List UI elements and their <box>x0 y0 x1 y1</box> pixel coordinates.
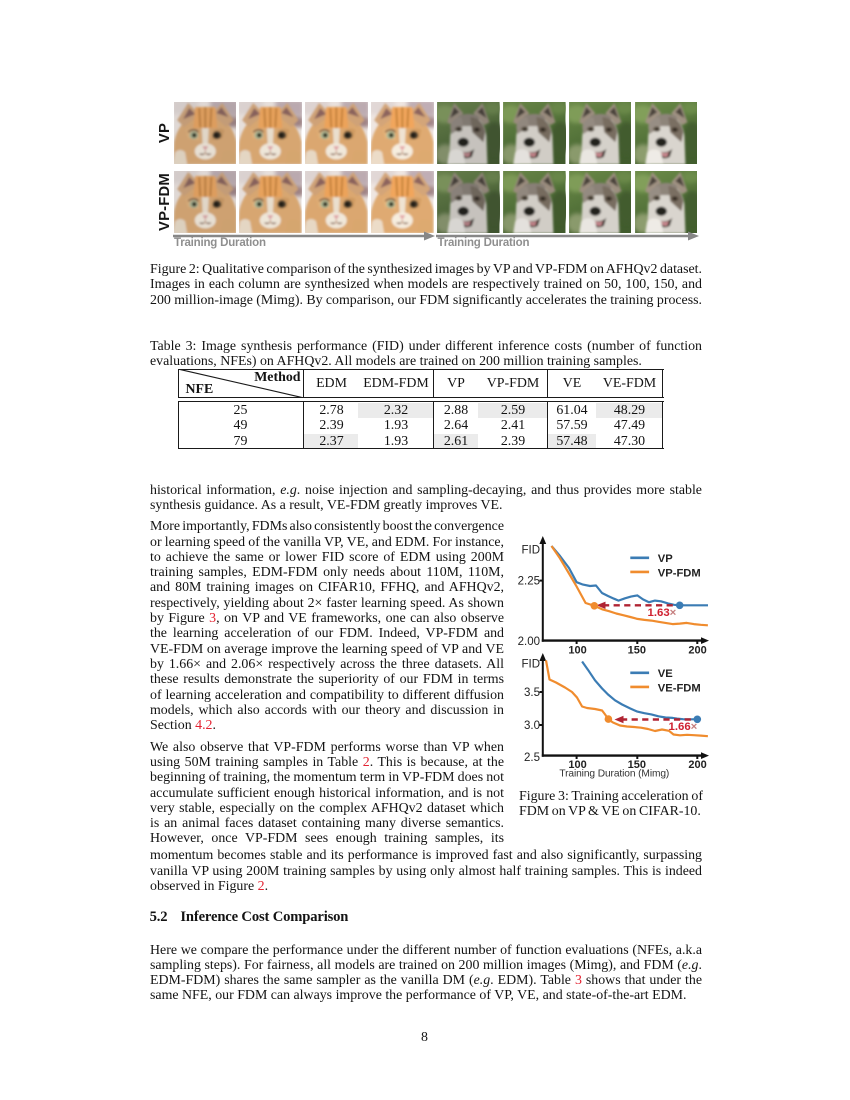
svg-text:200: 200 <box>688 645 706 657</box>
svg-text:150: 150 <box>628 759 646 771</box>
svg-text:Training Duration (Mimg): Training Duration (Mimg) <box>559 768 669 779</box>
svg-text:1.63×: 1.63× <box>648 607 677 619</box>
svg-text:3.5: 3.5 <box>524 687 540 699</box>
svg-text:200: 200 <box>688 759 706 771</box>
svg-text:100: 100 <box>568 759 586 771</box>
svg-text:FID: FID <box>521 545 540 557</box>
svg-text:VP: VP <box>658 553 673 565</box>
svg-text:1.66×: 1.66× <box>669 721 698 733</box>
svg-text:2.00: 2.00 <box>518 636 540 648</box>
svg-text:2.25: 2.25 <box>518 575 540 587</box>
svg-text:100: 100 <box>568 645 586 657</box>
svg-text:150: 150 <box>628 645 646 657</box>
svg-text:FID: FID <box>521 659 540 671</box>
svg-text:VP-FDM: VP-FDM <box>658 567 701 579</box>
svg-text:3.0: 3.0 <box>524 720 540 732</box>
svg-text:VE: VE <box>658 668 673 680</box>
svg-text:VE-FDM: VE-FDM <box>658 682 701 694</box>
svg-text:2.5: 2.5 <box>524 752 540 764</box>
